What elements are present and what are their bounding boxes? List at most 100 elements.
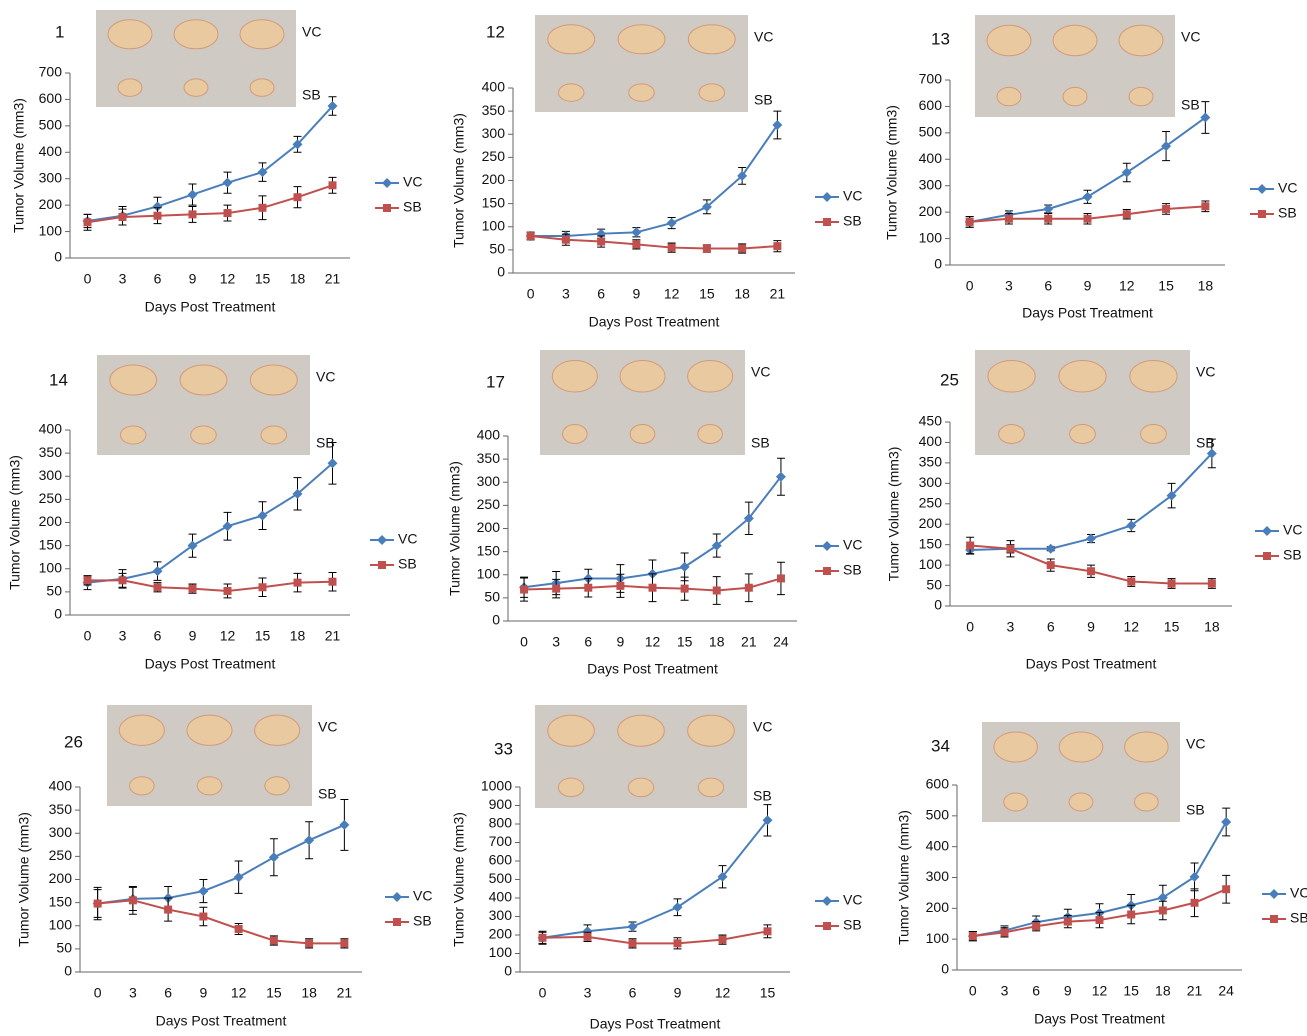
tumor — [698, 83, 726, 102]
chart-panel: VC SB 17 0 50 100 150 200 250 300 350 400 0 3 6 9 12 15 18… — [447, 350, 862, 677]
y-tick-label: 1000 — [481, 778, 512, 794]
legend-marker — [823, 218, 831, 226]
x-tick-label: 0 — [527, 286, 535, 302]
photo-label: VC — [1186, 736, 1205, 752]
legend-marker — [823, 567, 831, 575]
tumor — [687, 24, 736, 55]
tumor — [1003, 792, 1029, 812]
data-point — [293, 193, 302, 202]
x-tick-label: 15 — [1164, 619, 1180, 635]
data-point — [520, 585, 529, 594]
x-tick-label: 15 — [255, 628, 271, 644]
y-tick-label: 400 — [489, 889, 513, 905]
legend-marker — [823, 922, 831, 930]
legend-marker — [1263, 552, 1271, 560]
y-tick-label: 100 — [919, 229, 943, 245]
photo-label: SB — [1186, 802, 1205, 818]
x-tick-label: 15 — [255, 271, 271, 287]
x-tick-label: 0 — [969, 983, 977, 999]
data-point — [327, 101, 338, 112]
data-point — [340, 939, 349, 948]
y-tick-label: 50 — [46, 583, 62, 599]
data-point — [1126, 520, 1137, 531]
data-point — [1032, 922, 1041, 931]
tumor — [629, 424, 656, 444]
x-tick-label: 3 — [1001, 983, 1009, 999]
y-axis-label: Tumor Volume (mm3) — [11, 98, 27, 233]
x-tick-label: 21 — [325, 271, 341, 287]
y-tick-label: 300 — [39, 169, 63, 185]
chart-title: 12 — [486, 22, 505, 41]
y-tick-label: 0 — [497, 264, 505, 280]
x-tick-label: 15 — [266, 985, 282, 1001]
x-tick-label: 9 — [616, 634, 624, 650]
tumor — [179, 364, 228, 396]
y-tick-label: 700 — [489, 833, 513, 849]
y-tick-label: 100 — [477, 565, 501, 581]
y-tick-label: 800 — [489, 815, 513, 831]
data-point — [187, 189, 198, 200]
series-line — [97, 899, 345, 945]
data-point — [776, 574, 785, 583]
y-tick-label: 500 — [489, 870, 513, 886]
y-tick-label: 300 — [926, 868, 950, 884]
x-tick-label: 12 — [645, 634, 661, 650]
data-point — [1083, 214, 1092, 223]
data-point — [304, 835, 315, 846]
tumor — [1124, 731, 1169, 763]
data-point — [583, 932, 592, 941]
series-line — [87, 105, 334, 222]
tumor — [697, 777, 725, 798]
legend-label: SB — [1283, 547, 1302, 563]
x-tick-label: 18 — [1155, 983, 1171, 999]
tumor — [173, 19, 219, 50]
data-point — [268, 852, 279, 863]
legend-label: VC — [1290, 885, 1307, 901]
y-axis-label: Tumor Volume (mm3) — [447, 461, 463, 596]
x-axis-label: Days Post Treatment — [1026, 656, 1157, 672]
tumor — [628, 83, 655, 102]
data-point — [526, 232, 535, 240]
x-tick-label: 3 — [562, 286, 570, 302]
y-tick-label: 100 — [489, 944, 513, 960]
y-tick-label: 700 — [39, 64, 63, 80]
x-tick-label: 6 — [1044, 278, 1052, 294]
y-tick-label: 600 — [489, 852, 513, 868]
data-point — [1082, 191, 1093, 202]
data-point — [188, 210, 197, 219]
y-tick-label: 500 — [39, 117, 63, 133]
y-tick-label: 400 — [919, 433, 943, 449]
y-tick-label: 300 — [919, 474, 943, 490]
y-tick-label: 400 — [482, 79, 506, 95]
y-tick-label: 400 — [49, 778, 73, 794]
x-tick-label: 21 — [741, 634, 757, 650]
data-point — [1006, 544, 1015, 553]
tumor — [547, 714, 595, 747]
chart-title: 13 — [931, 29, 950, 48]
y-tick-label: 150 — [39, 536, 63, 552]
data-point — [293, 578, 302, 587]
tumor — [190, 425, 217, 445]
legend-label: SB — [1290, 910, 1307, 926]
data-point — [222, 521, 233, 532]
y-tick-label: 200 — [926, 899, 950, 915]
data-point — [743, 513, 754, 524]
data-point — [966, 541, 975, 550]
tumor — [249, 364, 298, 396]
data-point — [584, 583, 593, 592]
legend-marker — [1262, 526, 1272, 536]
tumor — [1129, 360, 1178, 393]
photo-label: VC — [318, 719, 337, 735]
data-point — [1158, 906, 1167, 915]
x-tick-label: 18 — [1204, 619, 1220, 635]
series-line — [87, 462, 334, 584]
tumor — [1062, 86, 1088, 107]
x-tick-label: 9 — [1087, 619, 1095, 635]
tumor — [183, 78, 209, 97]
y-tick-label: 100 — [49, 916, 73, 932]
legend-marker — [392, 892, 402, 902]
x-tick-label: 15 — [760, 985, 776, 1001]
series-line — [97, 824, 345, 905]
y-axis-label: Tumor Volume (mm3) — [451, 812, 467, 947]
